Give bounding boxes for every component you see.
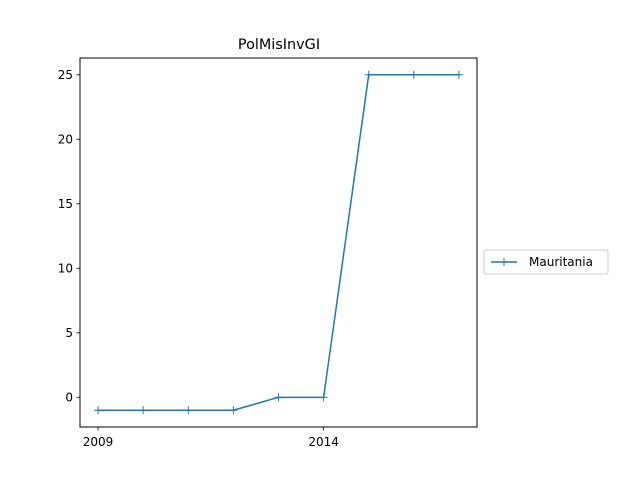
y-tick-label: 15 [58,197,73,211]
data-point-marker [94,406,103,415]
data-point-marker [454,70,463,79]
y-tick-label: 5 [65,326,73,340]
y-tick-label: 10 [58,262,73,276]
data-point-marker [184,406,193,415]
data-point-marker [319,393,328,402]
data-point-marker [409,70,418,79]
x-tick-label: 2009 [83,435,114,449]
chart-title: PolMisInvGI [238,37,320,53]
data-point-marker [274,393,283,402]
data-point-marker [364,70,373,79]
data-point-marker [139,406,148,415]
y-axis-ticks: 0 5 10 15 20 25 [58,68,80,405]
y-tick-label: 20 [58,133,73,147]
y-tick-label: 0 [65,391,73,405]
data-point-marker [229,406,238,415]
legend-box [483,249,609,275]
legend-label-mauritania: Mauritania [529,255,593,269]
x-tick-label: 2014 [308,435,339,449]
legend[interactable]: Mauritania [483,249,609,275]
plot-frame [79,57,478,428]
x-axis-ticks: 2009 2014 [83,427,339,449]
y-tick-label: 25 [58,68,73,82]
series-layer [94,70,463,415]
